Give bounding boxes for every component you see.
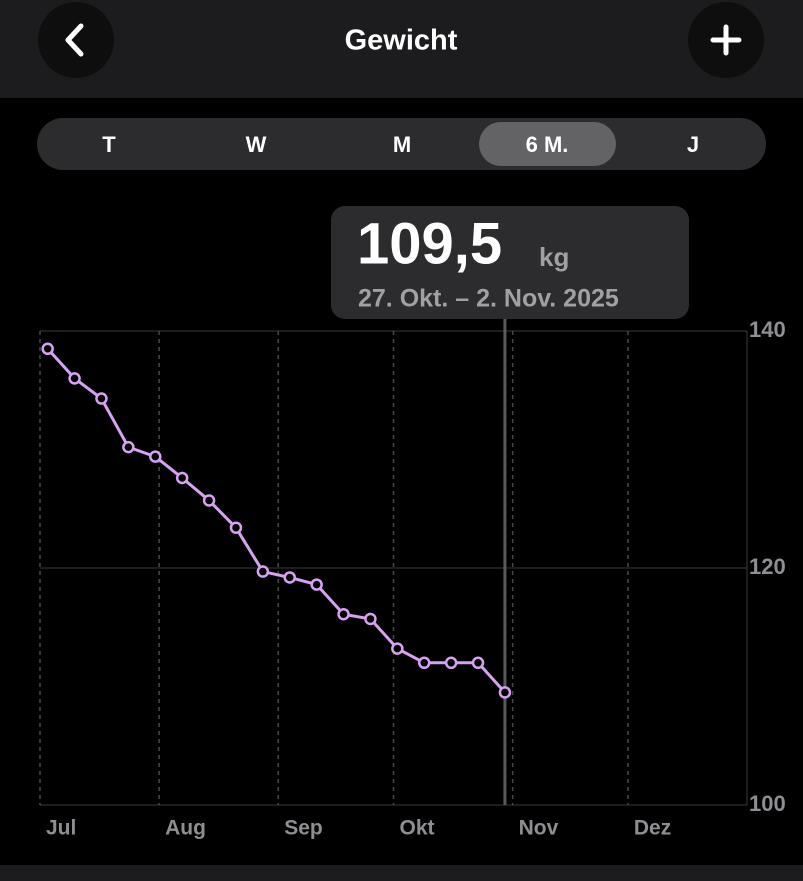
x-tick-label: Jul bbox=[46, 817, 76, 840]
tooltip-value: 109,5 bbox=[357, 211, 502, 276]
segment-label[interactable]: M bbox=[393, 132, 411, 157]
add-button[interactable] bbox=[688, 2, 764, 78]
data-point bbox=[68, 372, 81, 385]
x-tick-label: Dez bbox=[634, 817, 671, 840]
data-point bbox=[337, 607, 350, 621]
x-tick-label: Sep bbox=[284, 817, 323, 840]
data-point bbox=[95, 392, 108, 405]
data-point bbox=[444, 656, 458, 670]
tooltip-range: 27. Okt. – 2. Nov. 2025 bbox=[358, 285, 619, 313]
back-button[interactable] bbox=[38, 2, 114, 78]
segment-label[interactable]: 6 M. bbox=[526, 132, 569, 157]
data-point bbox=[149, 450, 162, 463]
data-point bbox=[175, 471, 189, 485]
header-bar bbox=[0, 0, 803, 98]
data-point bbox=[41, 342, 54, 356]
x-tick-label: Okt bbox=[400, 817, 435, 840]
header-title: Gewicht bbox=[345, 25, 458, 57]
data-point bbox=[364, 612, 377, 626]
x-tick-label: Nov bbox=[519, 817, 559, 840]
data-point bbox=[256, 565, 270, 578]
x-tick-label: Aug bbox=[165, 817, 206, 840]
tooltip-unit: kg bbox=[539, 242, 569, 272]
y-tick-label: 120 bbox=[749, 554, 786, 579]
data-point bbox=[417, 656, 431, 670]
data-line bbox=[46, 347, 507, 694]
data-point bbox=[122, 440, 135, 454]
segment-selected bbox=[479, 122, 616, 166]
data-point bbox=[391, 642, 404, 655]
y-tick-label: 140 bbox=[749, 317, 786, 342]
y-tick-label: 100 bbox=[749, 791, 786, 816]
segment-label[interactable]: J bbox=[687, 132, 699, 157]
bottom-bar bbox=[0, 865, 803, 881]
data-point bbox=[283, 571, 297, 584]
data-point bbox=[498, 686, 512, 699]
data-point bbox=[229, 521, 243, 534]
segment-label[interactable]: T bbox=[102, 132, 116, 157]
segment-label[interactable]: W bbox=[246, 132, 267, 157]
tooltip bbox=[331, 206, 689, 319]
data-point bbox=[471, 656, 485, 670]
data-point bbox=[310, 578, 323, 591]
data-point bbox=[202, 494, 216, 507]
